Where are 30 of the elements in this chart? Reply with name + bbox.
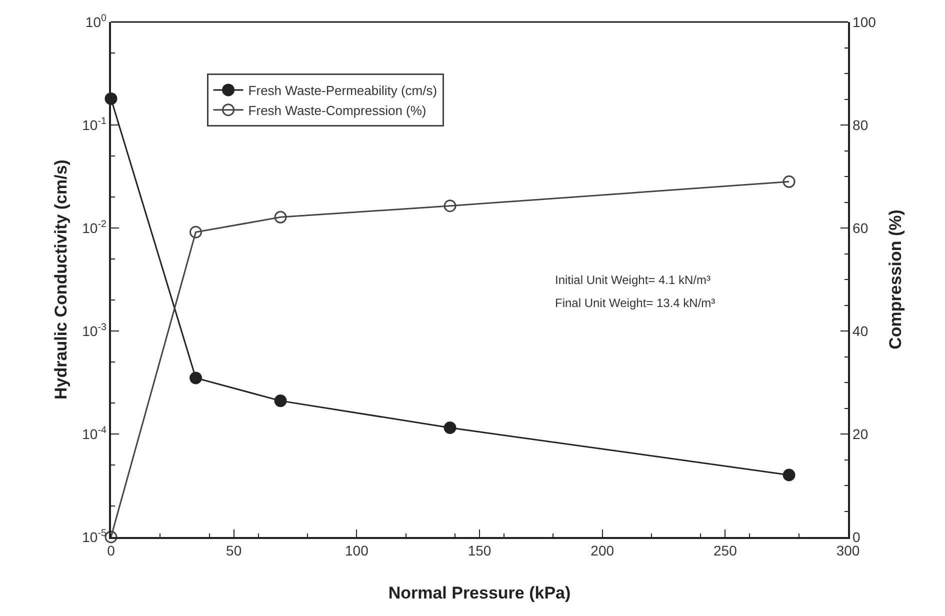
x-tick-label: 50 — [226, 542, 242, 559]
y-tick-label: 10$^{-5}$ — [82, 528, 107, 545]
point — [444, 422, 456, 434]
y2-tick-label: 20 — [852, 426, 868, 442]
x-tick-label: 300 — [836, 542, 860, 559]
x-tick-label: 150 — [468, 542, 492, 559]
y2-tick-label: 80 — [852, 116, 868, 133]
y2-tick-label: 0 — [852, 528, 861, 545]
y2-tick-label: 100 — [852, 14, 876, 30]
annotation: Final Unit Weight= 13.4 kN/m³ — [555, 296, 716, 310]
y2-axis-title: Compression (%) — [886, 210, 905, 350]
y-axis-title: Hydraulic Conductivity (cm/s) — [52, 160, 70, 400]
x-tick-label: 250 — [713, 542, 738, 559]
point — [274, 394, 287, 408]
y-tick-label: 10$^{-3}$ — [82, 322, 107, 339]
y-tick-label: 10$^{-4}$ — [82, 425, 107, 442]
x-tick-label: 0 — [107, 542, 116, 559]
y-tick-label: 10$^{0}$ — [85, 13, 107, 30]
point — [190, 372, 202, 384]
y-tick-label: 10$^{-1}$ — [82, 116, 106, 133]
x-tick-label: 200 — [590, 542, 614, 559]
legend-label: Fresh Waste-Permeability (cm/s) — [248, 83, 438, 98]
x-axis-title: Normal Pressure (kPa) — [388, 584, 571, 602]
x-tick-label: 100 — [344, 542, 369, 559]
y-tick-label: 10$^{-2}$ — [82, 219, 106, 236]
legend-label: Fresh Waste-Compression (%) — [248, 102, 426, 118]
y2-tick-label: 40 — [852, 322, 868, 339]
y2-tick-label: 60 — [852, 220, 868, 236]
annotation: Initial Unit Weight= 4.1 kN/m³ — [555, 273, 711, 287]
point — [782, 468, 796, 482]
